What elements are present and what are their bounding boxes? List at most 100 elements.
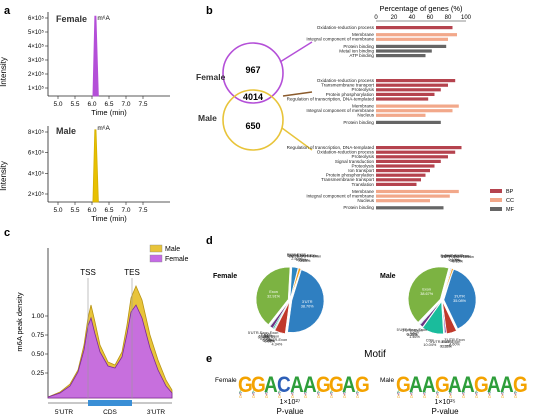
motif-logo-female: GGA C A A GGA GACTGACTGACTGACTGACTGACTGACTGAC… bbox=[238, 373, 370, 399]
legend-label-female: Female bbox=[165, 256, 188, 263]
motif-female-pvalue: 1×10²⁷ bbox=[280, 399, 301, 406]
motif-letter-minor: G bbox=[278, 394, 281, 399]
pie-slice bbox=[274, 301, 290, 334]
pie-female-label: Female bbox=[213, 273, 237, 280]
pie-slice-pct: 0.90% bbox=[298, 258, 309, 262]
go-bar bbox=[376, 97, 429, 101]
go-bar bbox=[376, 104, 459, 108]
go-bar bbox=[376, 178, 421, 182]
venn-connector bbox=[281, 127, 313, 151]
ytick-label: 6×10⁵ bbox=[28, 15, 45, 22]
panel-b-venn: 967 4014 650 Female Male bbox=[196, 41, 313, 151]
motif-letter-minor: C bbox=[501, 391, 504, 396]
ytick-label: 1×10⁵ bbox=[28, 85, 45, 92]
metagene-female-area bbox=[47, 304, 173, 399]
venn-female-label: Female bbox=[196, 72, 226, 82]
pie-slice-pct: 4.34% bbox=[272, 343, 283, 347]
ytick-label: 8×10⁵ bbox=[28, 129, 45, 136]
go-axis-tick: 0 bbox=[374, 15, 378, 21]
motif-letter: A bbox=[409, 373, 423, 398]
motif-letter: G bbox=[251, 373, 266, 398]
pie-slice-label: 3'UTR bbox=[302, 300, 313, 304]
pie-slice bbox=[269, 300, 290, 327]
go-axis-ticks: 0 20 40 60 80 100 bbox=[374, 15, 471, 21]
go-bar bbox=[376, 79, 456, 83]
pie-slice-pct: 4.60% bbox=[449, 343, 460, 347]
pie-slice-label: 3'UTR-Exon bbox=[444, 338, 465, 342]
motif-letter-minor: A bbox=[291, 389, 294, 394]
go-bar bbox=[376, 120, 441, 124]
pie-slice-pct: 0.71% bbox=[441, 344, 452, 348]
region-3utr: 3'UTR bbox=[147, 409, 166, 416]
panel-c-metagene: m6A peak density 1.00 0.75 0.50 0.25 TSS TE… bbox=[15, 244, 188, 416]
motif-letter-minor: A bbox=[501, 389, 504, 394]
motif-letter-minor: T bbox=[252, 392, 255, 397]
go-bar bbox=[376, 189, 459, 194]
legend-swatch-female bbox=[149, 254, 163, 263]
xtick-label: 5.0 bbox=[53, 101, 62, 108]
xtick-label: 7.0 bbox=[121, 101, 130, 108]
motif-letter-minor: C bbox=[265, 391, 268, 396]
go-bar bbox=[376, 109, 453, 113]
motif-letter-minor: C bbox=[410, 391, 413, 396]
venn-female-circle bbox=[222, 42, 284, 104]
pie-slice bbox=[442, 301, 457, 334]
ytick-label: 1.00 bbox=[31, 313, 44, 320]
go-term-label: Translation bbox=[351, 182, 374, 187]
motif-letter-minor: C bbox=[397, 391, 400, 396]
motif-letter: A bbox=[487, 373, 501, 398]
pie-slice-label: 3'UTR-Exon-Exon bbox=[288, 254, 318, 258]
motif-letter-minor: C bbox=[356, 391, 359, 396]
motif-letter: A bbox=[290, 373, 304, 398]
pie-slice-label: 3'UTR-Exon-Exon bbox=[441, 254, 471, 258]
ytick-label: 0.50 bbox=[31, 351, 44, 358]
motif-letter-minor: C bbox=[462, 391, 465, 396]
motif-letter: C bbox=[277, 373, 291, 398]
go-bar bbox=[376, 113, 426, 117]
legend-swatch bbox=[490, 189, 502, 193]
pie-slice-pct: 35.08% bbox=[453, 299, 467, 303]
chromatogram-ylabel: Intensity bbox=[0, 57, 8, 87]
motif-letter-minor: G bbox=[397, 394, 400, 399]
motif-letter-minor: A bbox=[423, 389, 426, 394]
ytick-label: 0.25 bbox=[31, 370, 44, 377]
go-bar bbox=[376, 83, 448, 87]
xtick-label: 7.0 bbox=[121, 207, 130, 214]
go-bar bbox=[376, 169, 430, 173]
motif-letter-minor: T bbox=[330, 392, 333, 397]
go-bar bbox=[376, 92, 435, 96]
motif-letter: A bbox=[448, 373, 462, 398]
motif-letter-minor: G bbox=[304, 394, 307, 399]
go-group: Regulation of transcription, DNA-templat… bbox=[287, 145, 462, 210]
pie-slice-pct: 0.22% bbox=[296, 258, 307, 262]
go-term-label: Regulation of transcription, DNA-templat… bbox=[287, 96, 375, 101]
pie-slice-pct: 0.13% bbox=[452, 259, 463, 263]
ytick-label: 5×10⁵ bbox=[28, 29, 45, 36]
motif-letter-minor: C bbox=[449, 391, 452, 396]
motif-title: Motif bbox=[364, 349, 386, 360]
motif-letter-minor: C bbox=[514, 391, 517, 396]
motif-letter-minor: C bbox=[475, 391, 478, 396]
legend-label: MF bbox=[506, 207, 515, 213]
motif-letter: A bbox=[303, 373, 317, 398]
motif-letter: A bbox=[461, 373, 475, 398]
motif-letter-minor: C bbox=[278, 391, 281, 396]
motif-letter-minor: A bbox=[265, 389, 268, 394]
pie-slice-pct: 38.70% bbox=[301, 304, 315, 308]
go-group: Oxidation-reduction processTransmembrane… bbox=[287, 78, 459, 125]
go-term-label: Oxidation-reduction process bbox=[317, 78, 375, 83]
xtick-label: 5.5 bbox=[70, 101, 79, 108]
ytick-label: 6×10⁵ bbox=[28, 150, 45, 157]
pie-slice-pct: 32.91% bbox=[267, 294, 281, 298]
motif-letter-minor: A bbox=[252, 389, 255, 394]
pie-slice-label: Exon bbox=[422, 287, 431, 291]
motif-letter-minor: T bbox=[436, 392, 439, 397]
motif-letter: G bbox=[316, 373, 331, 398]
cds-box bbox=[88, 400, 132, 406]
motif-letter-minor: A bbox=[317, 389, 320, 394]
venn-shared: 4014 bbox=[243, 92, 263, 102]
xtick-label: 7.5 bbox=[138, 101, 147, 108]
go-term-label: Membrane bbox=[352, 104, 374, 109]
go-bar bbox=[376, 49, 432, 53]
